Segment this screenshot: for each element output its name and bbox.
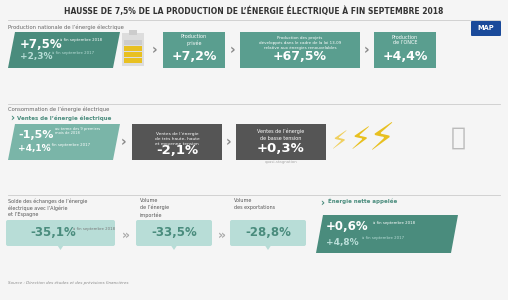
FancyBboxPatch shape (124, 40, 142, 45)
Text: +0,3%: +0,3% (257, 142, 305, 155)
Text: »: » (218, 229, 226, 242)
Text: +4,4%: +4,4% (383, 50, 428, 64)
Text: ›: › (10, 113, 14, 123)
Text: -28,8%: -28,8% (245, 226, 291, 239)
Text: -2,1%: -2,1% (156, 145, 198, 158)
FancyBboxPatch shape (471, 21, 501, 36)
Text: Volume
des exportations: Volume des exportations (234, 198, 275, 210)
Text: +7,2%: +7,2% (171, 50, 217, 64)
Text: +67,5%: +67,5% (273, 50, 327, 64)
FancyBboxPatch shape (6, 220, 115, 246)
Text: à fin septembre 2017: à fin septembre 2017 (362, 236, 404, 240)
Text: »: » (122, 229, 130, 242)
Text: Ventes de l’énergie
de très haute, haute
et moyenne tension: Ventes de l’énergie de très haute, haute… (154, 132, 199, 146)
Text: Volume
de l’énergie
importée: Volume de l’énergie importée (140, 198, 169, 218)
FancyBboxPatch shape (132, 124, 222, 160)
Text: Consommation de l’énergie électrique: Consommation de l’énergie électrique (8, 107, 109, 112)
Text: Solde des échanges de l’énergie
électrique avec l’Algérie
et l’Espagne: Solde des échanges de l’énergie électriq… (8, 198, 87, 218)
FancyBboxPatch shape (122, 33, 144, 66)
Text: ›: › (320, 198, 324, 208)
FancyBboxPatch shape (136, 220, 212, 246)
Polygon shape (8, 124, 120, 160)
FancyBboxPatch shape (163, 32, 225, 68)
Text: Énergie nette appelée: Énergie nette appelée (328, 198, 397, 204)
FancyBboxPatch shape (374, 32, 436, 68)
Text: ›: › (226, 135, 232, 149)
Text: ⚡: ⚡ (331, 130, 349, 154)
Polygon shape (170, 244, 178, 250)
Text: -1,5%: -1,5% (18, 130, 53, 140)
Text: ⚡: ⚡ (369, 122, 395, 158)
FancyBboxPatch shape (124, 52, 142, 57)
Polygon shape (8, 32, 120, 68)
Text: Production
de l’ONCE: Production de l’ONCE (392, 34, 418, 45)
Text: ›: › (230, 43, 236, 57)
Text: +7,5%: +7,5% (20, 38, 62, 50)
FancyBboxPatch shape (236, 124, 326, 160)
FancyBboxPatch shape (124, 58, 142, 63)
Text: Production
privée: Production privée (181, 34, 207, 46)
Text: HAUSSE DE 7,5% DE LA PRODUCTION DE L’ÉNERGIE ÉLECTRIQUE À FIN SEPTEMBRE 2018: HAUSSE DE 7,5% DE LA PRODUCTION DE L’ÉNE… (65, 6, 443, 16)
Text: ›: › (121, 135, 127, 149)
FancyBboxPatch shape (240, 32, 360, 68)
Text: Source : Direction des études et des prévisions financières: Source : Direction des études et des pré… (8, 281, 129, 285)
Text: ⚡: ⚡ (350, 126, 371, 155)
Text: MAP: MAP (478, 26, 494, 32)
Text: à fin septembre 2018: à fin septembre 2018 (60, 38, 102, 42)
Text: Ventes de l’énergie électrique: Ventes de l’énergie électrique (17, 115, 111, 121)
Text: à fin septembre 2017: à fin septembre 2017 (52, 51, 94, 55)
Text: -35,1%: -35,1% (30, 226, 76, 239)
FancyBboxPatch shape (230, 220, 306, 246)
Polygon shape (316, 215, 458, 253)
Text: Ventes de l’énergie
de basse tension: Ventes de l’énergie de basse tension (258, 129, 305, 141)
Text: Production nationale de l’énergie électrique: Production nationale de l’énergie électr… (8, 24, 124, 29)
Text: Production des projets
développés dans le cadre de la loi 13-09
relative aux éne: Production des projets développés dans l… (259, 36, 341, 50)
Polygon shape (56, 244, 65, 250)
Text: ›: › (364, 43, 370, 57)
Text: -33,5%: -33,5% (151, 226, 197, 239)
Text: au terme des 9 premiers
mois de 2018: au terme des 9 premiers mois de 2018 (55, 127, 100, 135)
Text: +2,3%: +2,3% (20, 52, 52, 62)
FancyBboxPatch shape (124, 46, 142, 51)
Text: +0,6%: +0,6% (326, 220, 369, 233)
Text: +4,1%: +4,1% (18, 145, 51, 154)
Text: à fin septembre 2018: à fin septembre 2018 (373, 221, 415, 225)
Text: ›: › (152, 43, 158, 57)
FancyBboxPatch shape (129, 30, 137, 35)
Text: à fin septembre 2018: à fin septembre 2018 (73, 227, 115, 231)
Text: quasi-stagnation: quasi-stagnation (265, 160, 297, 164)
Polygon shape (264, 244, 272, 250)
Text: +4,8%: +4,8% (326, 238, 359, 247)
Text: 🔌: 🔌 (451, 126, 465, 150)
Text: à fin septembre 2017: à fin septembre 2017 (48, 143, 90, 147)
